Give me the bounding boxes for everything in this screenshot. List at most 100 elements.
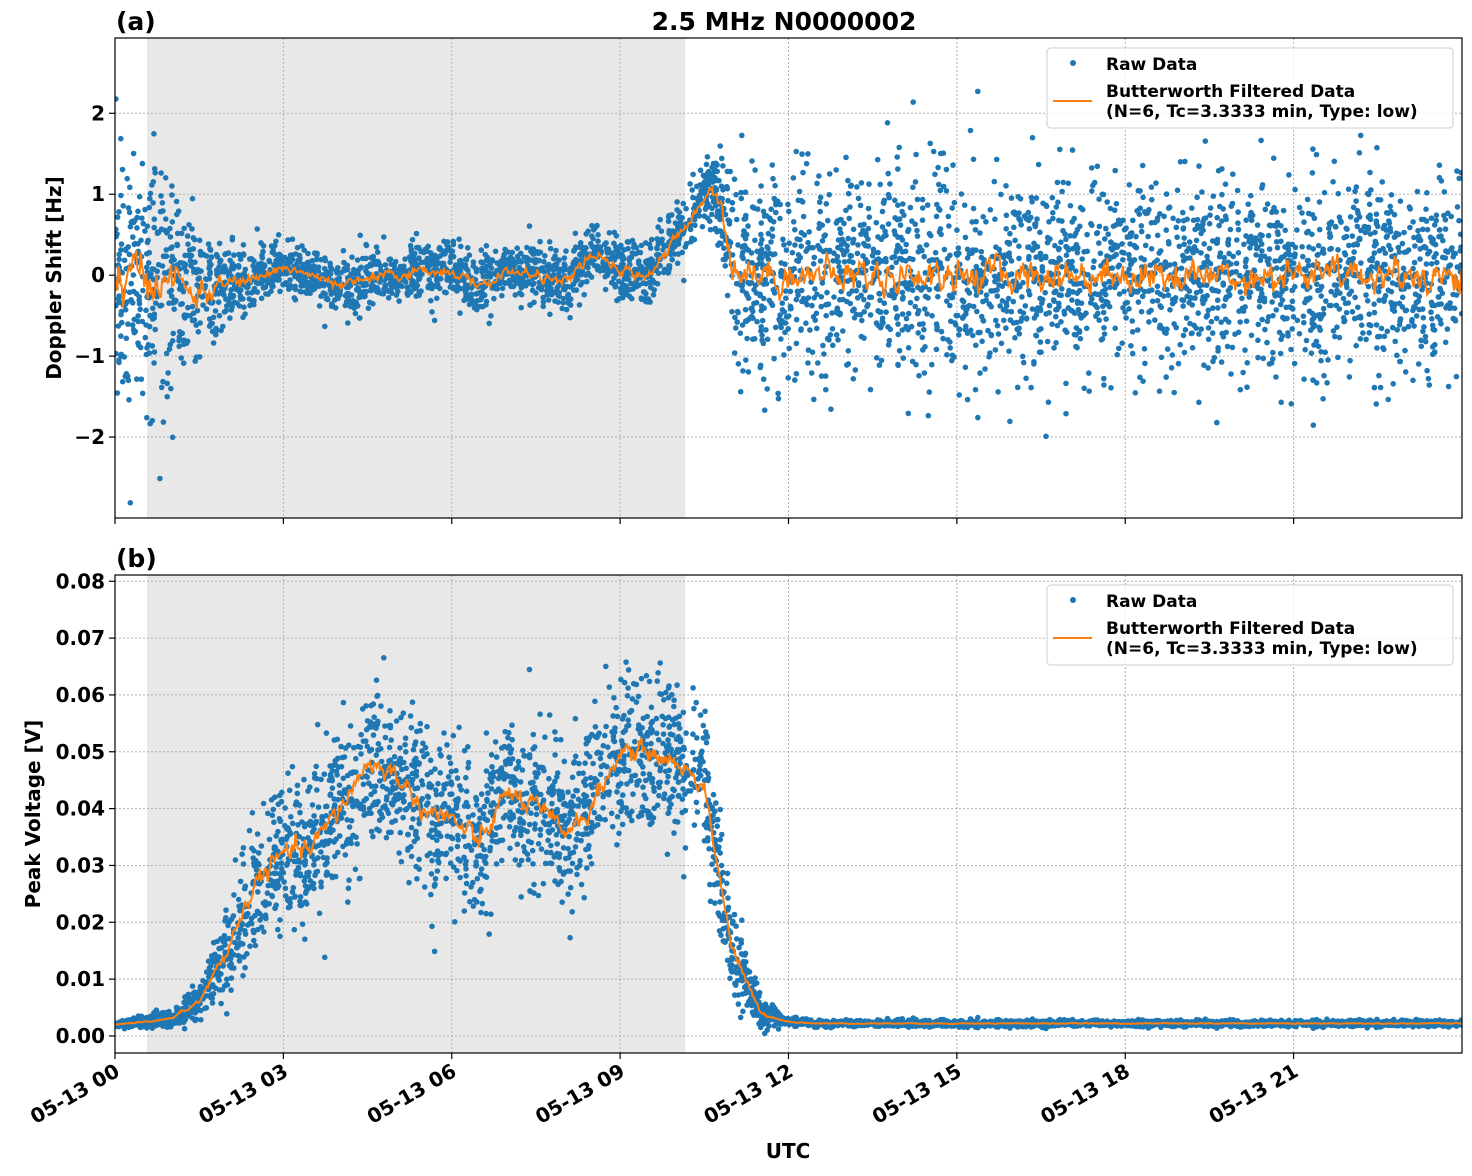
raw-point xyxy=(849,253,855,259)
raw-point xyxy=(780,300,786,306)
raw-point xyxy=(1123,301,1129,307)
raw-point xyxy=(606,269,612,275)
raw-point xyxy=(927,389,933,395)
raw-point xyxy=(834,332,840,338)
raw-point xyxy=(355,257,361,263)
raw-point xyxy=(1385,397,1391,403)
raw-point xyxy=(1355,305,1361,311)
raw-point xyxy=(1390,325,1396,331)
raw-point xyxy=(1066,247,1072,253)
raw-point xyxy=(1423,334,1429,340)
raw-point xyxy=(965,397,971,403)
raw-point xyxy=(1108,385,1114,391)
raw-point xyxy=(147,250,153,256)
raw-point xyxy=(838,230,844,236)
raw-point xyxy=(908,205,914,211)
raw-point xyxy=(743,213,749,219)
raw-point xyxy=(944,352,950,358)
raw-point xyxy=(1212,355,1218,361)
raw-point xyxy=(1433,218,1439,224)
raw-point xyxy=(1140,378,1146,384)
raw-point xyxy=(1327,246,1333,252)
raw-point xyxy=(1270,313,1276,319)
raw-point xyxy=(1122,227,1128,233)
raw-point xyxy=(1154,218,1160,224)
raw-point xyxy=(790,250,796,256)
raw-point xyxy=(1429,215,1435,221)
raw-point xyxy=(1027,292,1033,298)
raw-point xyxy=(1156,250,1162,256)
raw-point xyxy=(1126,252,1132,258)
raw-point xyxy=(1245,360,1251,366)
raw-point xyxy=(797,237,803,243)
raw-point xyxy=(840,328,846,334)
raw-point xyxy=(614,842,620,848)
raw-point xyxy=(1245,201,1251,207)
raw-point xyxy=(941,150,947,156)
raw-point xyxy=(1176,218,1182,224)
raw-point xyxy=(856,283,862,289)
legend-entry: (N=6, Tc=3.3333 min, Type: low) xyxy=(1106,102,1418,122)
raw-point xyxy=(648,256,654,262)
raw-point xyxy=(1430,327,1436,333)
raw-point xyxy=(1262,327,1268,333)
raw-point xyxy=(581,292,587,298)
raw-point xyxy=(836,259,842,265)
raw-point xyxy=(303,281,309,287)
raw-point xyxy=(1275,245,1281,251)
raw-point xyxy=(739,917,745,923)
raw-point xyxy=(659,237,665,243)
raw-point xyxy=(730,207,736,213)
raw-point xyxy=(1040,201,1046,207)
raw-point xyxy=(1195,217,1201,223)
raw-point xyxy=(1318,349,1324,355)
raw-point xyxy=(852,315,858,321)
raw-point xyxy=(587,854,593,860)
raw-point xyxy=(1394,353,1400,359)
raw-point xyxy=(921,254,927,260)
raw-point xyxy=(896,145,902,151)
raw-point xyxy=(831,294,837,300)
raw-point xyxy=(132,218,138,224)
raw-point xyxy=(1013,212,1019,218)
raw-point xyxy=(1309,232,1315,238)
raw-point xyxy=(1066,180,1072,186)
raw-point xyxy=(1149,246,1155,252)
raw-point xyxy=(509,250,515,256)
raw-point xyxy=(733,325,739,331)
raw-point xyxy=(511,284,517,290)
raw-point xyxy=(906,286,912,292)
raw-point xyxy=(1053,340,1059,346)
raw-point xyxy=(895,202,901,208)
raw-point xyxy=(1032,222,1038,228)
raw-point xyxy=(207,270,213,276)
raw-point xyxy=(779,268,785,274)
raw-point xyxy=(1328,221,1334,227)
raw-point xyxy=(855,242,861,248)
raw-point xyxy=(1302,347,1308,353)
raw-point xyxy=(1423,339,1429,345)
raw-point xyxy=(621,256,627,262)
raw-point xyxy=(979,314,985,320)
raw-point xyxy=(921,327,927,333)
raw-point xyxy=(573,278,579,284)
raw-point xyxy=(1431,254,1437,260)
raw-point xyxy=(1420,306,1426,312)
raw-point xyxy=(781,242,787,248)
raw-point xyxy=(816,173,822,179)
raw-point xyxy=(603,287,609,293)
raw-point xyxy=(681,278,687,284)
raw-point xyxy=(936,182,942,188)
raw-point xyxy=(170,331,176,337)
raw-point xyxy=(127,252,133,258)
raw-point xyxy=(750,336,756,342)
raw-point xyxy=(1163,374,1169,380)
raw-point xyxy=(674,199,680,205)
raw-point xyxy=(843,155,849,161)
raw-point xyxy=(1027,226,1033,232)
raw-point xyxy=(811,397,817,403)
raw-point xyxy=(118,136,124,142)
raw-point xyxy=(381,234,387,240)
raw-point xyxy=(1249,218,1255,224)
raw-point xyxy=(1202,262,1208,268)
